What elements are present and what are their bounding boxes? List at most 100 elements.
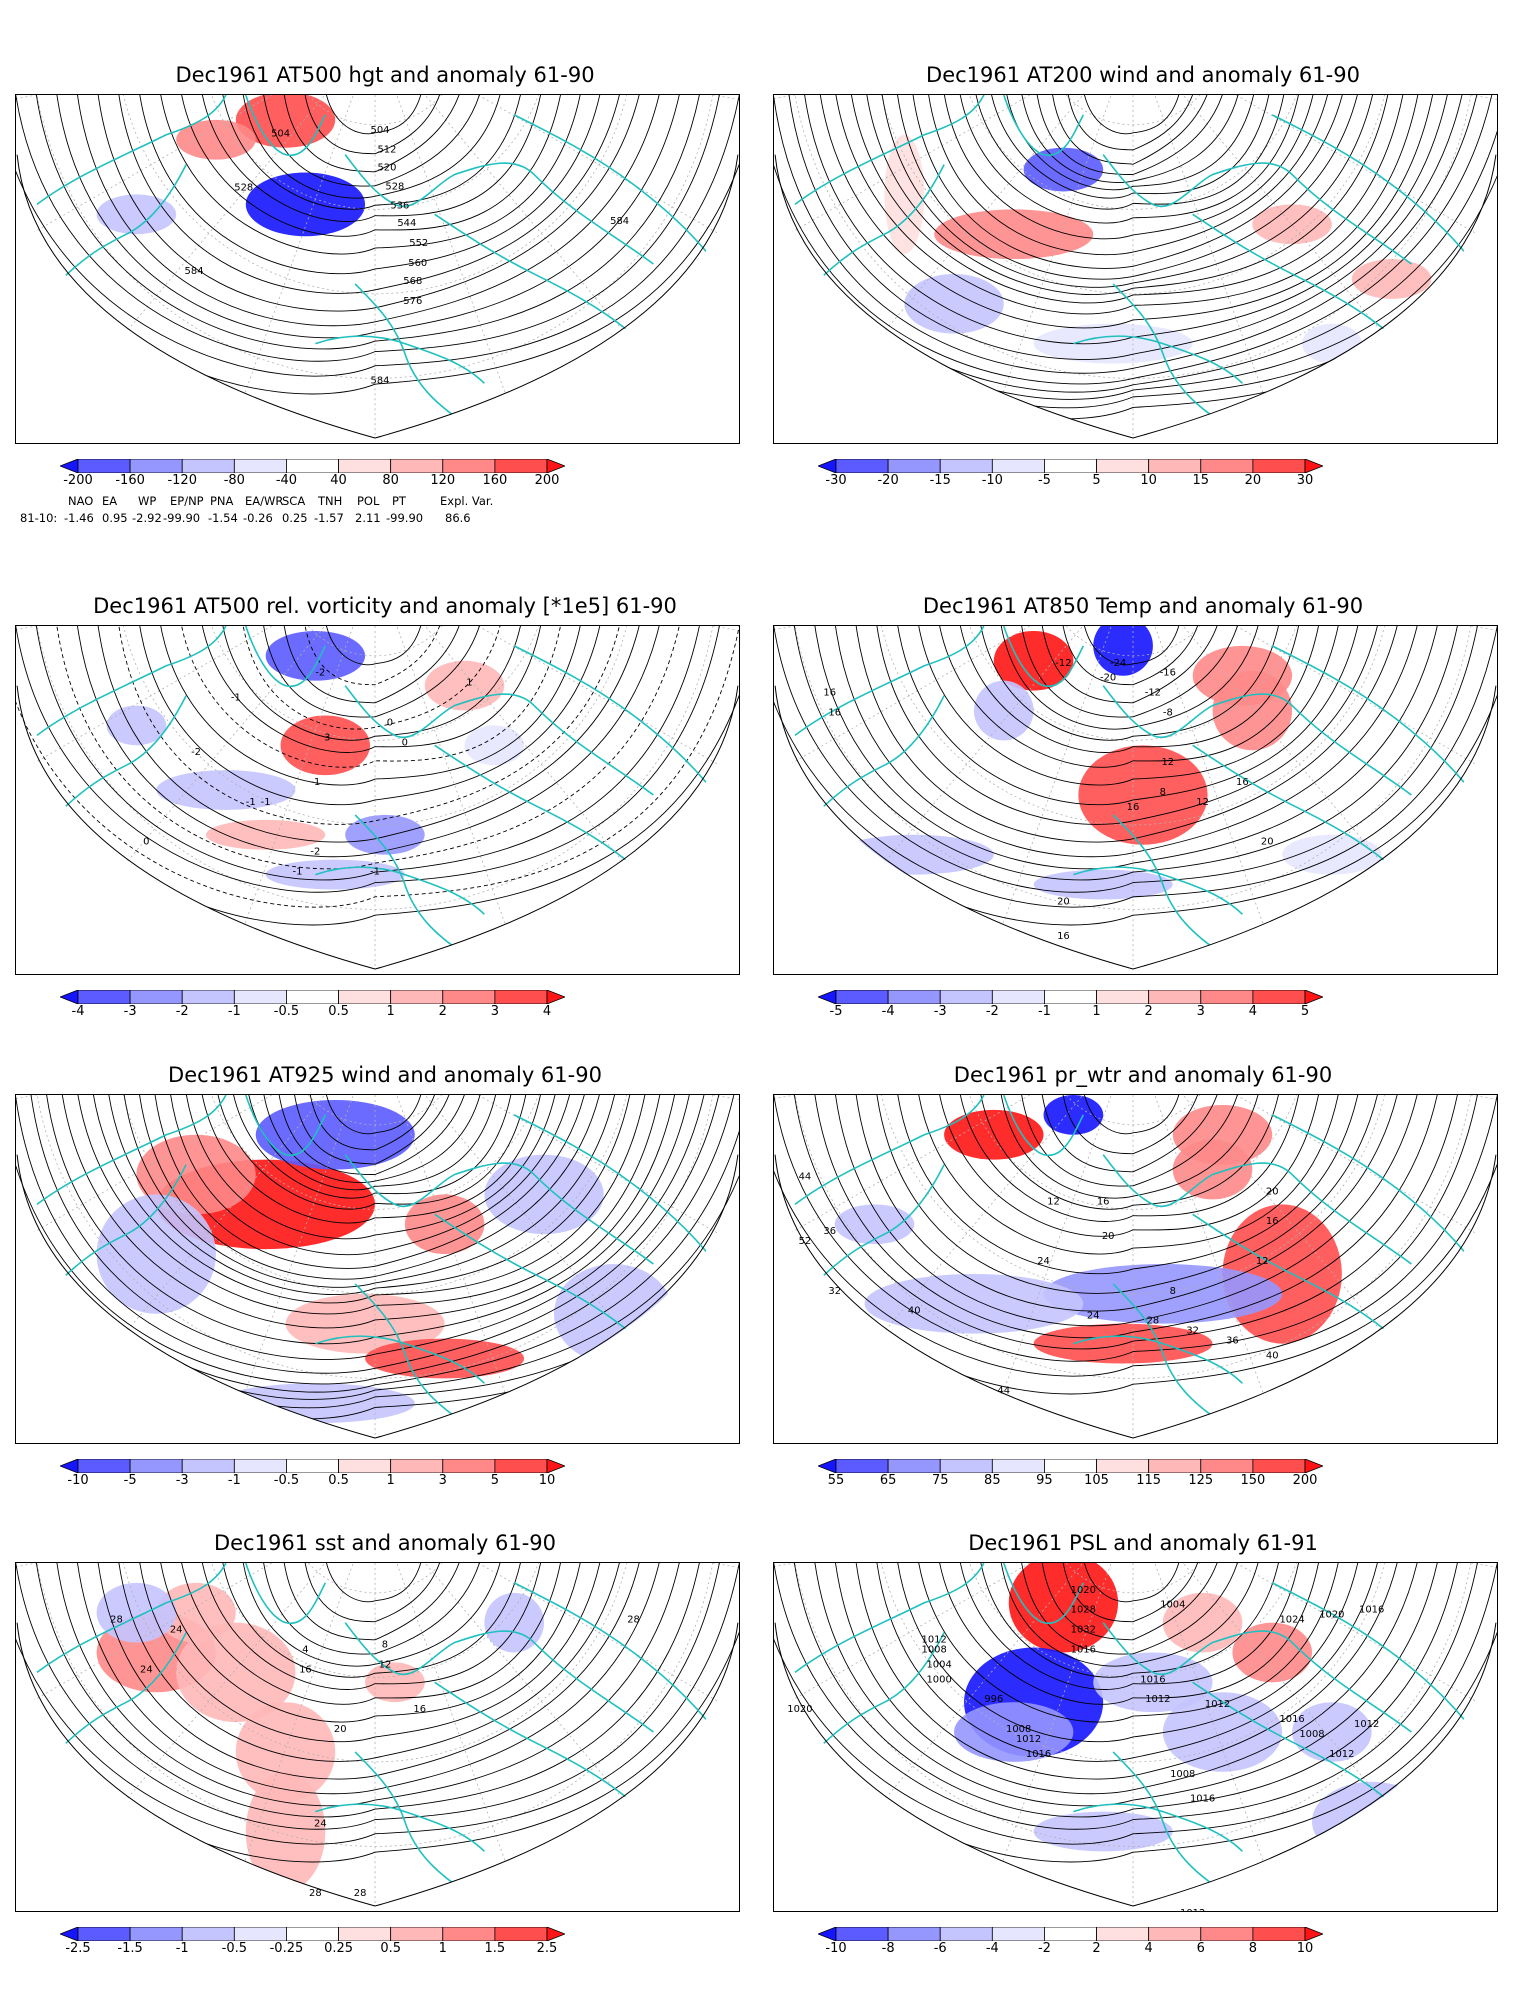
anomaly-shading — [1033, 1811, 1173, 1852]
contour-label: 1012 — [1180, 1908, 1205, 1911]
anomaly-shading — [1033, 869, 1173, 900]
colorbar-tick-label: -10 — [981, 473, 1003, 488]
contour-line — [16, 1095, 739, 1385]
colorbar-box — [991, 990, 1045, 1004]
colorbar-tick-label: -200 — [63, 473, 93, 488]
colorbar-tick-label: 40 — [330, 473, 347, 488]
contour-line — [1060, 1095, 1204, 1155]
meridian — [374, 1563, 739, 1802]
coastline — [794, 1563, 985, 1674]
contour-label: 1020 — [1319, 1610, 1344, 1621]
colorbar-svg — [818, 459, 1323, 473]
colorbar-box — [1200, 459, 1254, 473]
contour-label: 560 — [408, 258, 427, 269]
anomaly-shading — [96, 194, 177, 235]
contour-line — [157, 626, 585, 786]
index-header: EP/NP — [170, 494, 204, 508]
contour-line — [786, 95, 1467, 360]
coastline — [814, 164, 945, 285]
colorbar-box — [835, 1927, 889, 1941]
index-value: -2.92 — [132, 511, 162, 525]
contour-line — [1060, 1563, 1204, 1623]
panel-psl: Dec1961 PSL and anomaly 61-91 1020 1012 10… — [773, 1530, 1513, 2010]
contour-line — [178, 95, 565, 237]
colorbar-box — [233, 1927, 287, 1941]
anomaly-shading — [106, 705, 167, 746]
colorbar-tick-label: -4 — [985, 1941, 999, 1956]
colorbar-svg — [60, 990, 565, 1004]
coastline — [315, 1335, 485, 1384]
panel-title: Dec1961 sst and anomaly 61-90 — [213, 1531, 557, 1555]
colorbar-box — [494, 1927, 548, 1941]
anomaly-shading — [993, 630, 1074, 691]
contour-label: 0 — [402, 737, 408, 748]
contour-label: -1 — [246, 797, 256, 808]
contour-label: 1012 — [1145, 1694, 1170, 1705]
index-header: WP — [138, 494, 157, 508]
colorbar-labels: -2.5 -1.5 -1 -0.5 -0.25 0.25 0.5 1 1.5 2.5 — [60, 1941, 565, 1957]
colorbar-lower-arrow — [818, 1927, 837, 1941]
coastline — [794, 1095, 985, 1206]
contour-line — [941, 95, 1318, 240]
anomaly-shading — [904, 273, 1004, 334]
coastline — [513, 114, 724, 275]
coastline — [1073, 1335, 1243, 1384]
colorbar-tick-label: 30 — [1296, 473, 1314, 488]
colorbar-box — [77, 459, 131, 473]
contour-label: 20 — [1057, 896, 1070, 907]
coastline — [56, 164, 187, 285]
colorbar-tick-label: -2 — [985, 1004, 999, 1019]
contour-line — [879, 95, 1378, 288]
contour-line — [281, 1563, 465, 1641]
colorbar-box — [1148, 459, 1202, 473]
contour-label: 4 — [302, 1644, 308, 1655]
colorbar-tick-label: -80 — [223, 473, 245, 488]
contour-label: 16 — [1097, 1196, 1110, 1207]
colorbar-upper-arrow — [1304, 990, 1323, 1004]
contour-label: 528 — [385, 181, 404, 192]
contour-line — [774, 95, 1482, 374]
index-value: 0.25 — [282, 511, 308, 525]
colorbar-tick-label: 10 — [1140, 473, 1157, 488]
colorbar-labels: -200 -160 -120 -80 -40 40 80 120 160 200 — [60, 473, 565, 489]
contour-line — [260, 1563, 485, 1655]
colorbar-box — [835, 990, 889, 1004]
contour-label: 40 — [908, 1306, 921, 1317]
coastline — [245, 1563, 327, 1625]
index-header: EA/WR — [245, 494, 284, 508]
colorbar-tick-label: -40 — [275, 473, 298, 488]
coastline — [1003, 626, 1085, 688]
colorbar-lower-arrow — [60, 459, 79, 473]
contour-line — [956, 1563, 1303, 1690]
colorbar-box — [887, 459, 941, 473]
contour-line — [832, 626, 1422, 858]
colorbar-tick-label: -1 — [227, 1004, 241, 1019]
contour-line — [853, 1095, 1402, 1312]
contour-line — [774, 626, 1482, 893]
contour-line — [956, 95, 1303, 224]
colorbar-upper-arrow — [1304, 1927, 1323, 1941]
coastline — [434, 1213, 654, 1355]
colorbar-tick-label: 160 — [482, 473, 508, 488]
contour-line — [240, 626, 505, 730]
contour-line — [322, 95, 426, 135]
colorbar: -10 -5 -3 -1 -0.5 0.5 1 3 5 10 — [60, 1459, 565, 1489]
contour-label: 1032 — [1071, 1625, 1096, 1636]
contour-label: 28 — [354, 1888, 367, 1899]
contour-line — [915, 626, 1343, 786]
panel-title: Dec1961 AT925 wind and anomaly 61-90 — [168, 1063, 602, 1087]
colorbar-tick-label: 4 — [1248, 1004, 1258, 1019]
colorbar-tick-label: -0.5 — [273, 1473, 300, 1488]
contour-line — [157, 95, 585, 255]
colorbar-box — [939, 990, 993, 1004]
coastline — [794, 626, 985, 737]
coastline — [1102, 685, 1412, 796]
anomaly-shading — [245, 172, 366, 237]
contour-label: 568 — [403, 276, 422, 287]
contour-line — [977, 1095, 1283, 1210]
coastline — [344, 1622, 654, 1733]
meridian — [374, 626, 739, 671]
contour-label: 20 — [1261, 837, 1274, 848]
contour-label: 528 — [234, 182, 253, 193]
colorbar: -30 -20 -15 -10 -5 5 10 15 20 30 — [818, 459, 1323, 489]
